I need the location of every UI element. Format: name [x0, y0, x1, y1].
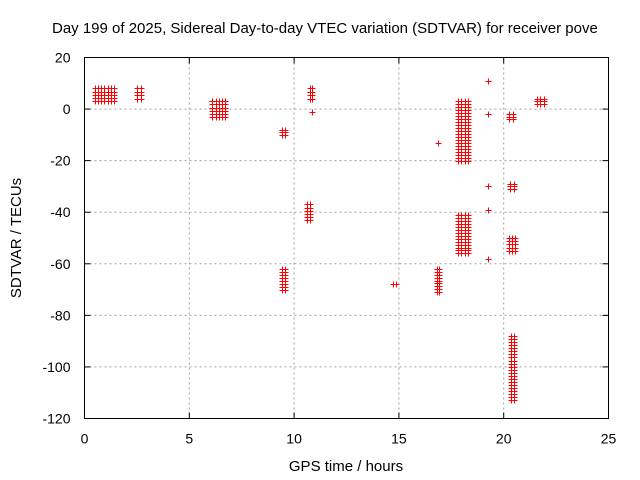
data-point — [309, 109, 316, 116]
axis-ticks: 0 5 10 15 20 25 -120 -100 -80 -60 -40 -20 0 20 — [42, 50, 616, 447]
y-tick-label: -100 — [42, 359, 70, 375]
grid-lines — [84, 57, 609, 419]
data-point — [465, 212, 472, 219]
y-tick-label: 0 — [63, 101, 71, 117]
x-tick-label: 10 — [286, 431, 302, 447]
data-points — [92, 78, 548, 404]
data-point — [138, 85, 145, 92]
y-tick-label: -20 — [50, 153, 70, 169]
x-tick-label: 0 — [81, 431, 89, 447]
x-axis-label: GPS time / hours — [289, 458, 403, 475]
data-point — [282, 266, 289, 273]
data-point — [111, 85, 118, 92]
data-point — [307, 201, 314, 208]
data-point — [512, 235, 519, 242]
data-point — [510, 111, 517, 118]
data-point — [485, 207, 492, 214]
data-point — [222, 98, 229, 105]
data-point — [435, 140, 442, 147]
data-point — [541, 96, 548, 103]
data-point — [511, 333, 518, 340]
y-tick-label: -60 — [50, 256, 70, 272]
chart-title: Day 199 of 2025, Sidereal Day-to-day VTE… — [52, 20, 598, 37]
x-tick-label: 5 — [185, 431, 193, 447]
data-point — [436, 266, 443, 273]
x-tick-label: 20 — [496, 431, 512, 447]
data-point — [465, 98, 472, 105]
x-tick-label: 25 — [601, 431, 617, 447]
data-point — [393, 281, 400, 288]
x-tick-label: 15 — [391, 431, 407, 447]
data-point — [485, 78, 492, 85]
y-tick-label: -120 — [42, 411, 70, 427]
data-point — [485, 256, 492, 263]
data-point — [485, 183, 492, 190]
data-point — [309, 85, 316, 92]
y-axis-label: SDTVAR / TECUs — [8, 178, 25, 298]
y-tick-label: -80 — [50, 307, 70, 323]
plot-frame — [84, 57, 609, 419]
data-point — [511, 181, 518, 188]
y-tick-label: 20 — [55, 50, 71, 66]
data-point — [282, 127, 289, 134]
y-tick-label: -40 — [50, 204, 70, 220]
data-point — [485, 111, 492, 118]
